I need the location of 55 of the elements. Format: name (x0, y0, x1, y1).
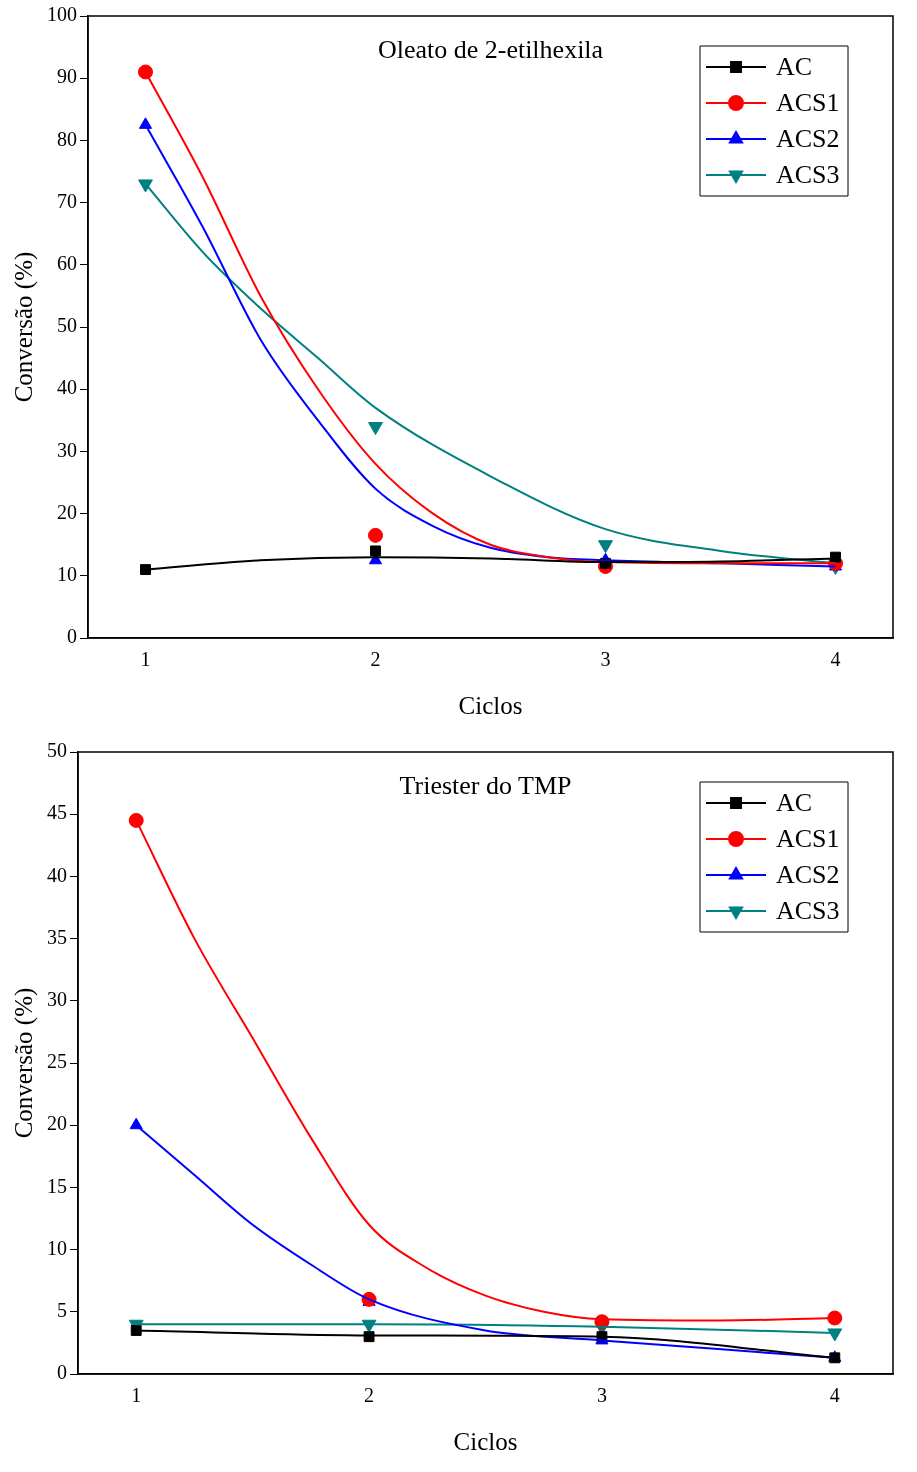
x-tick-label: 2 (364, 1384, 375, 1407)
y-tick-label: 70 (57, 189, 77, 212)
y-tick-label: 20 (57, 500, 77, 523)
point (140, 564, 151, 576)
y-tick-label: 90 (57, 65, 77, 88)
y-tick-label: 10 (57, 563, 77, 586)
point (130, 1325, 142, 1336)
x-tick-label: 1 (140, 648, 151, 671)
x-tick-label: 1 (131, 1384, 142, 1407)
y-tick-label: 15 (47, 1174, 67, 1197)
legend-label: AC (776, 51, 813, 81)
y-tick-label: 40 (57, 376, 77, 399)
y-tick-label: 35 (47, 925, 67, 948)
legend-label: ACS1 (776, 823, 840, 853)
y-tick-label: 10 (47, 1236, 67, 1259)
legend-label: ACS2 (776, 123, 840, 153)
y-tick-label: 40 (47, 863, 67, 886)
point (129, 1117, 143, 1130)
y-tick-label: 25 (47, 1050, 67, 1073)
point (827, 1328, 843, 1342)
x-axis-title: Ciclos (453, 1427, 518, 1455)
x-tick-label: 3 (600, 648, 611, 671)
y-axis-title: Conversão (%) (9, 987, 38, 1139)
y-tick-label: 0 (67, 625, 77, 648)
y-tick-label: 30 (47, 988, 67, 1011)
legend-label: ACS1 (776, 87, 840, 117)
point (370, 545, 381, 557)
y-tick-label: 60 (57, 252, 77, 275)
point (827, 1310, 843, 1326)
y-tick-label: 30 (57, 438, 77, 461)
text: Triester do TMP (399, 770, 572, 800)
point (368, 527, 383, 543)
legend-label: ACS2 (776, 859, 840, 889)
y-tick-label: 5 (57, 1299, 67, 1322)
x-tick-label: 2 (370, 648, 381, 671)
y-tick-label: 80 (57, 127, 77, 150)
legend-label: ACS3 (776, 159, 840, 189)
y-tick-label: 20 (47, 1112, 67, 1135)
x-axis-title: Ciclos (458, 691, 523, 719)
legend-label: AC (776, 787, 813, 817)
text: Oleato de 2-etilhexila (377, 34, 604, 64)
legend-label: ACS3 (776, 895, 840, 925)
y-tick-label: 100 (47, 3, 77, 26)
y-tick-label: 0 (57, 1361, 67, 1384)
point (363, 1331, 375, 1343)
y-axis-title: Conversão (%) (9, 251, 38, 403)
point (138, 64, 153, 80)
y-tick-label: 50 (47, 739, 67, 762)
y-tick-label: 50 (57, 314, 77, 337)
x-tick-label: 4 (829, 1384, 840, 1407)
x-tick-label: 4 (830, 648, 841, 671)
point (128, 812, 144, 828)
x-tick-label: 3 (596, 1384, 607, 1407)
y-tick-label: 45 (47, 801, 67, 824)
point (138, 117, 153, 129)
